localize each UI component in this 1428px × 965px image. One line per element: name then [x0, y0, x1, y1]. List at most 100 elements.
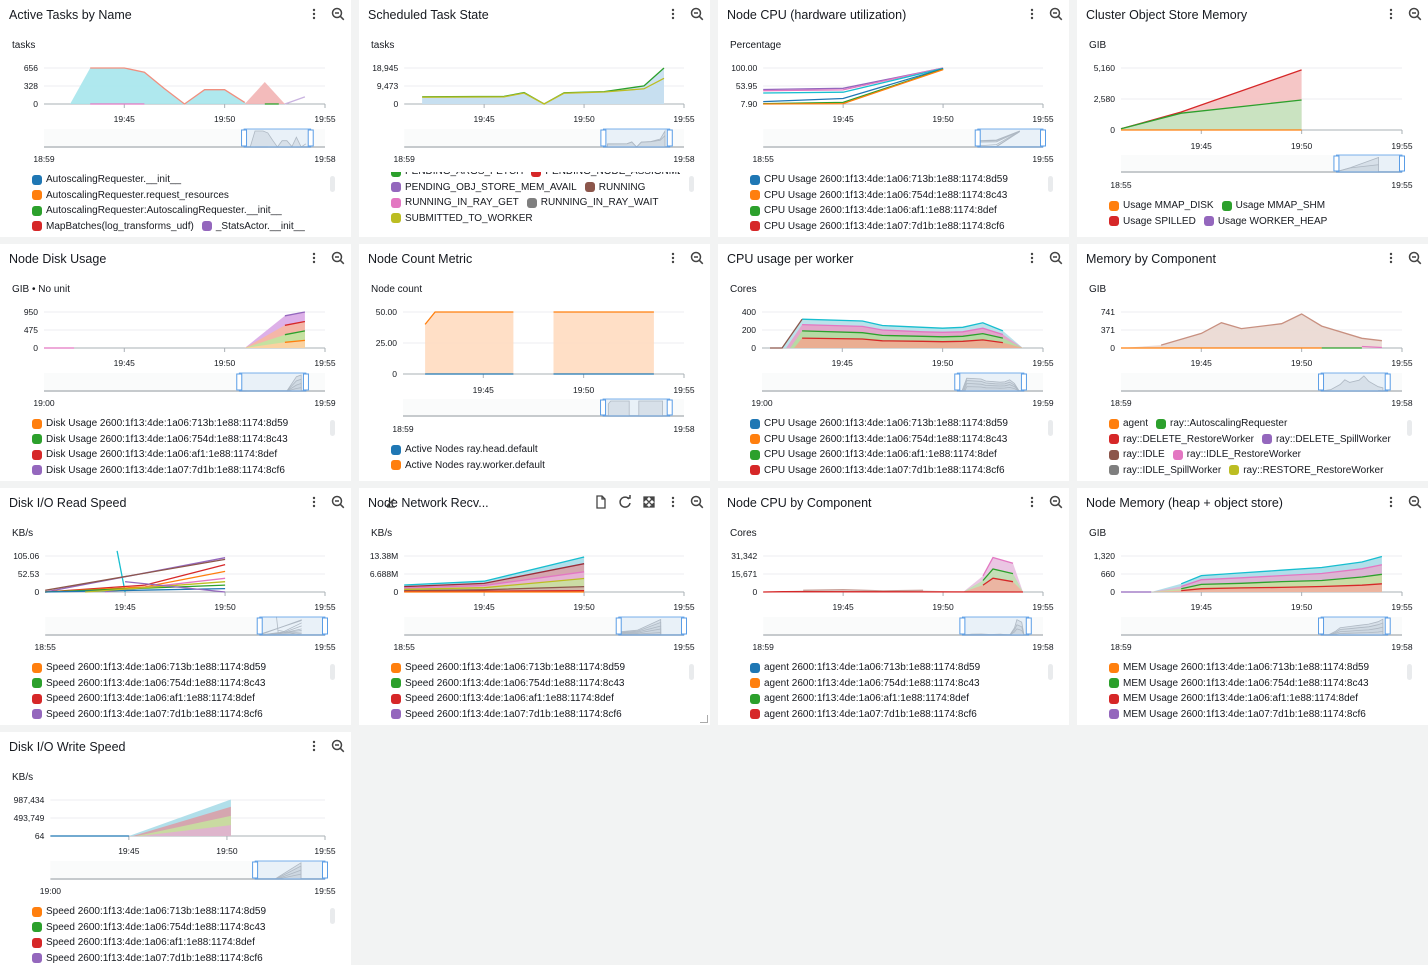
minimap-handle[interactable]	[307, 129, 314, 147]
minimap-selection[interactable]	[254, 860, 326, 880]
minimap-handle[interactable]	[1318, 373, 1325, 391]
pencil-icon[interactable]	[384, 495, 398, 509]
zoom-out-icon[interactable]	[690, 251, 704, 265]
legend-scrollbar[interactable]	[689, 176, 694, 192]
more-options-icon[interactable]	[666, 251, 680, 265]
legend-item[interactable]: agent 2600:1f13:4de:1a06:754d:1e88:1174:…	[750, 678, 980, 689]
refresh-icon[interactable]	[618, 495, 632, 509]
legend-item[interactable]: PENDING_ARGS_FETCH	[391, 172, 523, 177]
minimap[interactable]	[763, 617, 1043, 635]
legend-item[interactable]: Disk Usage 2600:1f13:4de:1a06:754d:1e88:…	[32, 434, 288, 445]
legend-item[interactable]: MapBatches(log_transforms_udf)	[32, 221, 194, 232]
legend-item[interactable]: Speed 2600:1f13:4de:1a06:af1:1e88:1174:8…	[32, 693, 255, 704]
legend-scrollbar[interactable]	[330, 176, 335, 192]
more-options-icon[interactable]	[307, 495, 321, 509]
legend-scrollbar[interactable]	[1407, 420, 1412, 436]
minimap[interactable]	[404, 129, 684, 147]
legend-item[interactable]: Speed 2600:1f13:4de:1a06:754d:1e88:1174:…	[32, 678, 265, 689]
minimap-selection[interactable]	[243, 128, 312, 148]
minimap-selection[interactable]	[259, 616, 326, 636]
zoom-out-icon[interactable]	[331, 495, 345, 509]
minimap[interactable]	[1121, 617, 1402, 635]
minimap-handle[interactable]	[600, 129, 607, 147]
legend-item[interactable]: CPU Usage 2600:1f13:4de:1a06:754d:1e88:1…	[750, 434, 1007, 445]
legend-item[interactable]: Usage WORKER_HEAP	[1203, 216, 1327, 227]
minimap-handle[interactable]	[302, 373, 309, 391]
minimap[interactable]	[45, 617, 325, 635]
legend-item[interactable]: ray::IDLE	[1109, 449, 1165, 460]
legend-item[interactable]: Speed 2600:1f13:4de:1a06:af1:1e88:1174:8…	[391, 693, 614, 704]
legend-item[interactable]: Speed 2600:1f13:4de:1a06:713b:1e88:1174:…	[391, 662, 625, 673]
minimap-handle[interactable]	[1399, 155, 1405, 172]
minimap-handle[interactable]	[1040, 129, 1046, 147]
legend-item[interactable]: Speed 2600:1f13:4de:1a06:713b:1e88:1174:…	[32, 906, 266, 917]
minimap-selection[interactable]	[977, 128, 1044, 148]
legend-item[interactable]: CPU Usage 2600:1f13:4de:1a06:754d:1e88:1…	[750, 190, 1007, 201]
legend-item[interactable]: Disk Usage 2600:1f13:4de:1a06:af1:1e88:1…	[32, 449, 277, 460]
legend-item[interactable]: CPU Usage 2600:1f13:4de:1a06:713b:1e88:1…	[750, 174, 1008, 185]
minimap-handle[interactable]	[1318, 617, 1325, 635]
legend-scrollbar[interactable]	[330, 908, 335, 924]
minimap-handle[interactable]	[615, 617, 622, 635]
legend-item[interactable]: Speed 2600:1f13:4de:1a06:754d:1e88:1174:…	[32, 922, 265, 933]
legend-item[interactable]: CPU Usage 2600:1f13:4de:1a06:713b:1e88:1…	[750, 418, 1008, 429]
legend-item[interactable]: Speed 2600:1f13:4de:1a07:7d1b:1e88:1174:…	[391, 709, 622, 720]
more-options-icon[interactable]	[666, 495, 680, 509]
minimap-handle[interactable]	[666, 399, 673, 416]
legend-item[interactable]: CPU Usage 2600:1f13:4de:1a07:7d1b:1e88:1…	[750, 465, 1005, 476]
minimap-handle[interactable]	[256, 617, 263, 635]
edit-title-button[interactable]	[384, 495, 398, 509]
legend-item[interactable]: Speed 2600:1f13:4de:1a06:754d:1e88:1174:…	[391, 678, 624, 689]
legend-scrollbar[interactable]	[1048, 664, 1053, 680]
legend-item[interactable]: AutoscalingRequester:AutoscalingRequeste…	[32, 205, 282, 216]
minimap-selection[interactable]	[238, 372, 307, 392]
more-options-icon[interactable]	[1384, 7, 1398, 21]
legend-item[interactable]: CPU Usage 2600:1f13:4de:1a06:af1:1e88:11…	[750, 449, 997, 460]
document-icon[interactable]	[594, 495, 608, 509]
zoom-out-icon[interactable]	[331, 7, 345, 21]
legend-scrollbar[interactable]	[689, 664, 694, 680]
more-options-icon[interactable]	[1025, 7, 1039, 21]
legend-item[interactable]: MEM Usage 2600:1f13:4de:1a07:7d1b:1e88:1…	[1109, 709, 1366, 720]
legend-scrollbar[interactable]	[330, 420, 335, 436]
minimap-selection[interactable]	[1320, 372, 1389, 392]
minimap-handle[interactable]	[959, 617, 966, 635]
legend-item[interactable]: MEM Usage 2600:1f13:4de:1a06:713b:1e88:1…	[1109, 662, 1369, 673]
legend-item[interactable]: PENDING_OBJ_STORE_MEM_AVAIL	[391, 182, 577, 193]
fullscreen-icon[interactable]	[642, 495, 656, 509]
minimap[interactable]	[404, 617, 684, 635]
minimap-handle[interactable]	[1333, 155, 1340, 172]
legend-item[interactable]: RUNNING_IN_RAY_WAIT	[526, 197, 659, 208]
zoom-out-icon[interactable]	[1408, 7, 1422, 21]
legend-item[interactable]: CPU Usage 2600:1f13:4de:1a07:7d1b:1e88:1…	[750, 221, 1005, 232]
minimap-handle[interactable]	[252, 861, 259, 879]
zoom-out-icon[interactable]	[331, 739, 345, 753]
legend-item[interactable]: SUBMITTED_TO_WORKER	[391, 213, 533, 224]
minimap-handle[interactable]	[322, 617, 328, 635]
legend-item[interactable]: ray::DELETE_SpillWorker	[1261, 434, 1391, 445]
legend-scrollbar[interactable]	[330, 664, 335, 680]
legend-item[interactable]: ray::IDLE_RestoreWorker	[1172, 449, 1301, 460]
minimap-handle[interactable]	[666, 129, 673, 147]
legend-item[interactable]: MEM Usage 2600:1f13:4de:1a06:af1:1e88:11…	[1109, 693, 1358, 704]
more-options-icon[interactable]	[1025, 251, 1039, 265]
legend-scrollbar[interactable]	[1407, 664, 1412, 680]
legend-item[interactable]: Active Nodes ray.head.default	[391, 444, 538, 455]
legend-item[interactable]: ray::RESTORE_RestoreWorker	[1229, 465, 1383, 476]
minimap-handle[interactable]	[1384, 373, 1391, 391]
legend-item[interactable]: AutoscalingRequester.request_resources	[32, 190, 229, 201]
legend-item[interactable]: agent 2600:1f13:4de:1a07:7d1b:1e88:1174:…	[750, 709, 977, 720]
minimap-selection[interactable]	[956, 372, 1025, 392]
legend-item[interactable]: agent	[1109, 418, 1148, 429]
legend-item[interactable]: ray::DELETE_RestoreWorker	[1109, 434, 1254, 445]
more-options-icon[interactable]	[1384, 251, 1398, 265]
minimap-handle[interactable]	[1025, 617, 1032, 635]
legend-item[interactable]: _StatsActor.__init__	[201, 221, 305, 232]
legend-item[interactable]: CPU Usage 2600:1f13:4de:1a06:af1:1e88:11…	[750, 205, 997, 216]
zoom-out-icon[interactable]	[1408, 251, 1422, 265]
zoom-out-icon[interactable]	[1049, 251, 1063, 265]
legend-item[interactable]: Usage MMAP_SHM	[1221, 200, 1325, 211]
minimap-handle[interactable]	[322, 861, 328, 879]
more-options-icon[interactable]	[307, 7, 321, 21]
minimap-selection[interactable]	[961, 616, 1030, 636]
